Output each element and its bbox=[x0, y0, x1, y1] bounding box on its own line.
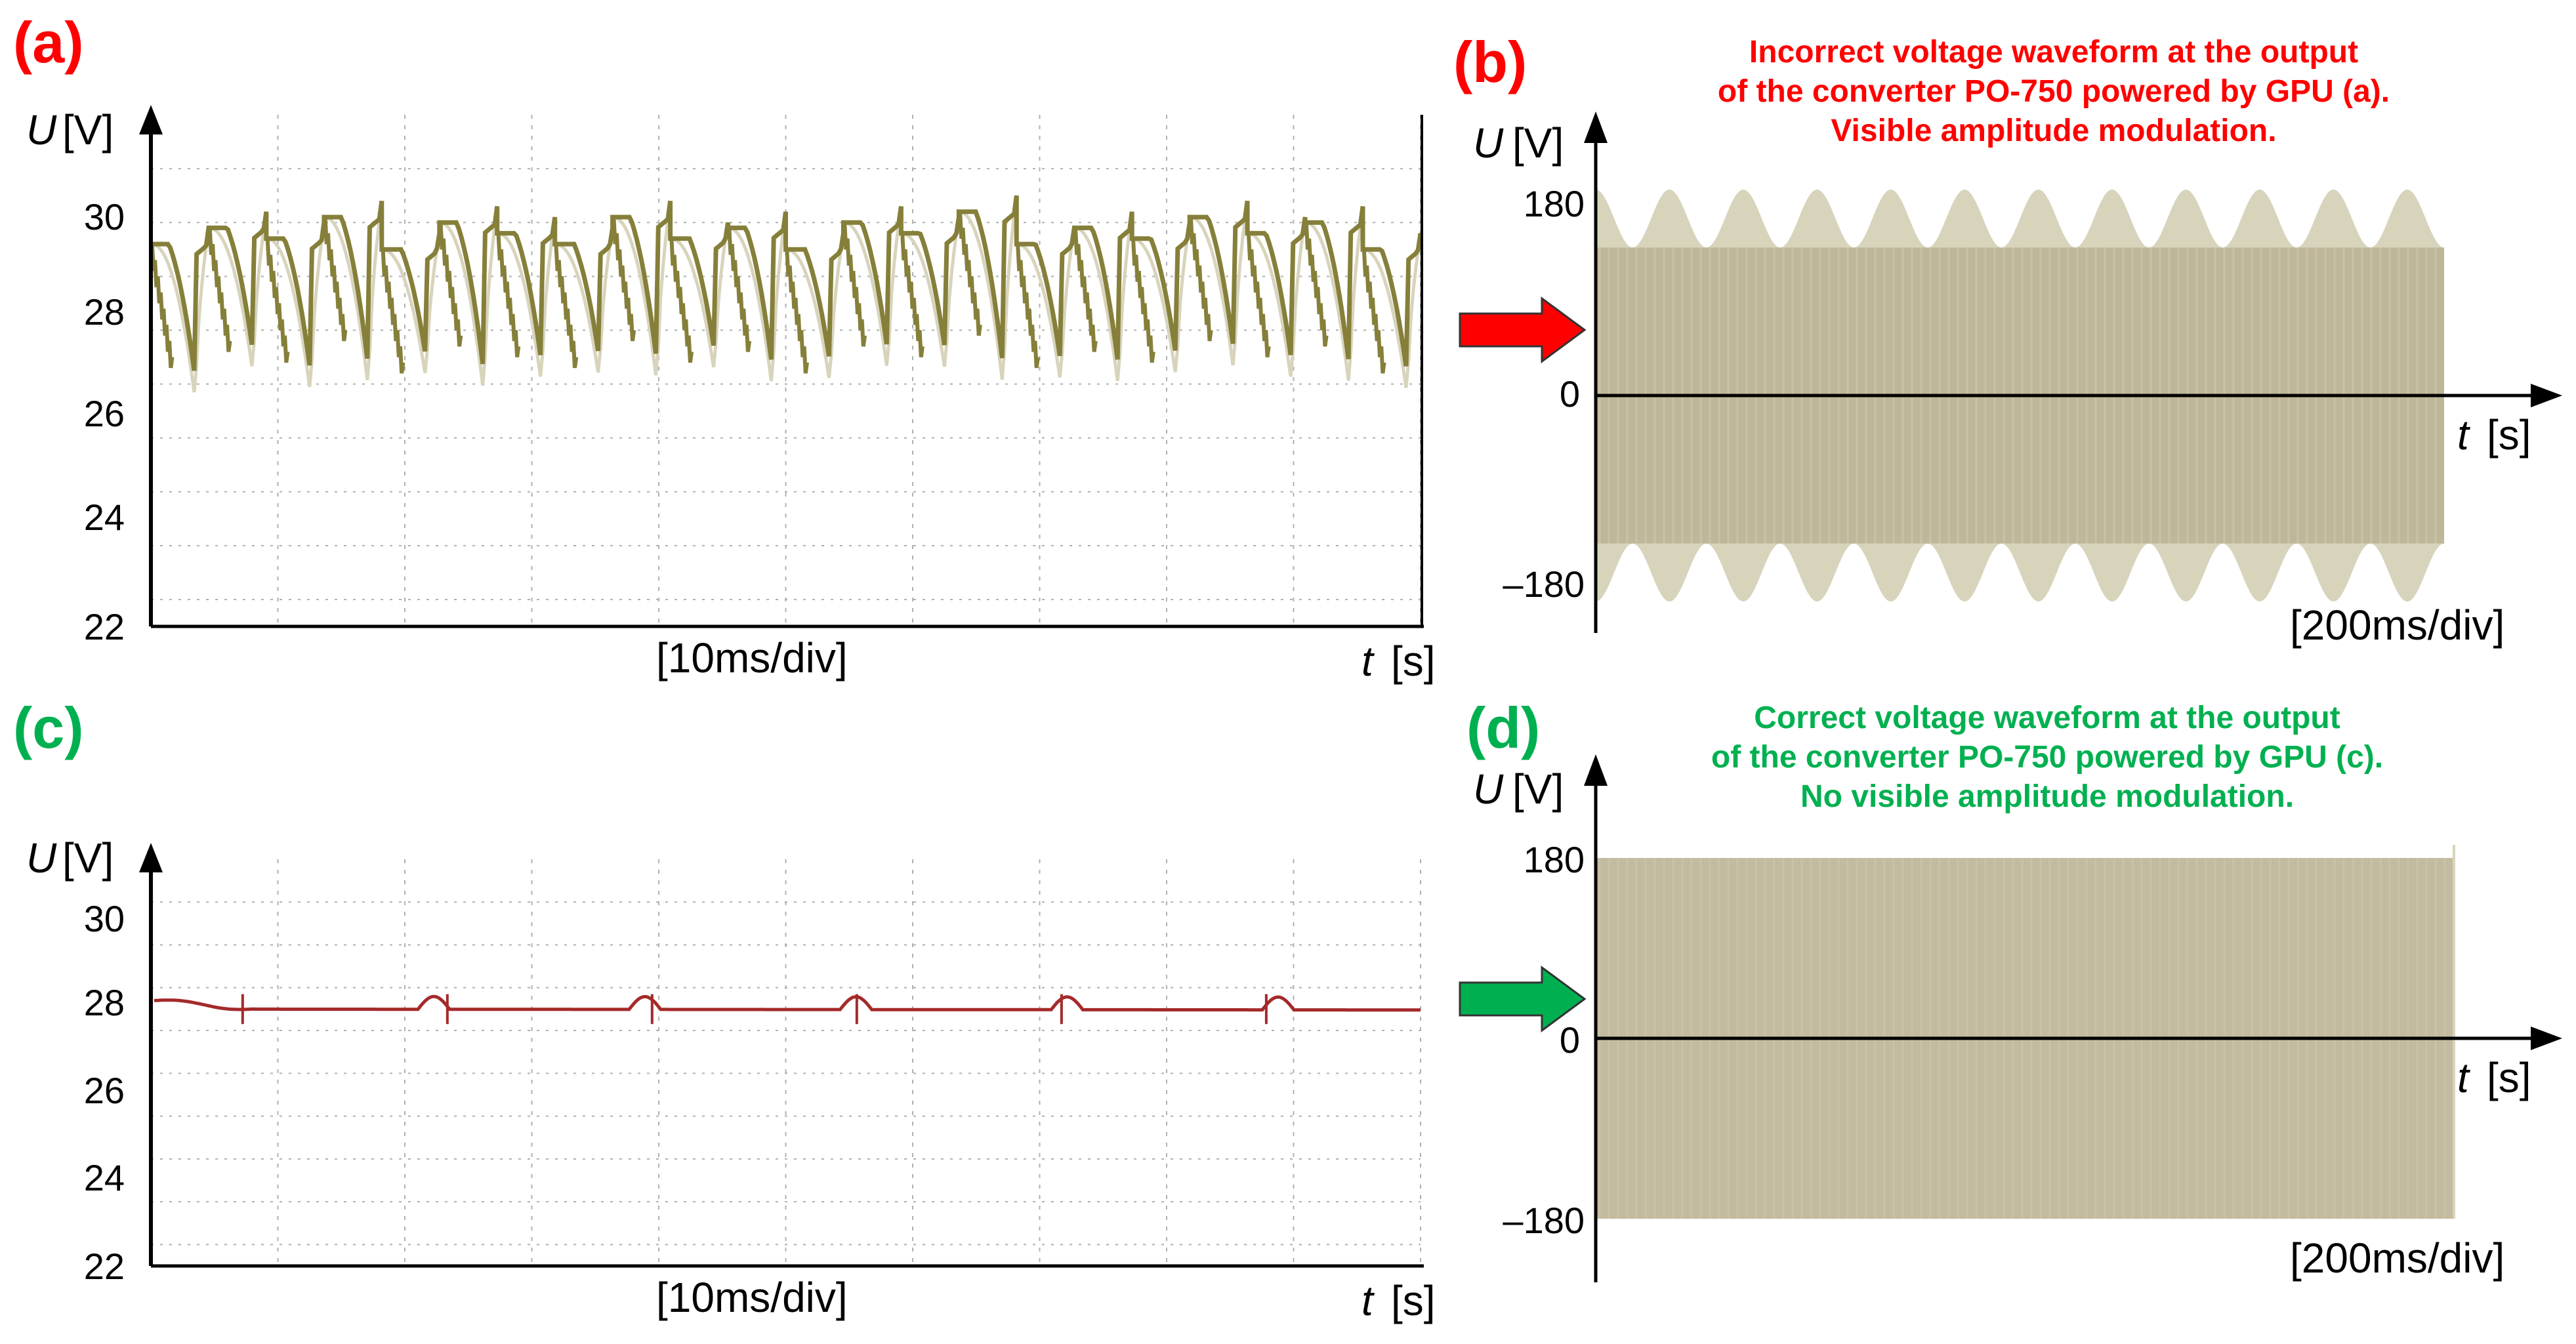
gridlines-a bbox=[151, 115, 1421, 626]
y-tick-c-24: 24 bbox=[84, 1157, 125, 1198]
waveform-a-noise bbox=[1304, 222, 1329, 347]
y-axis-arrow-a bbox=[139, 105, 163, 134]
waveform-a-noise bbox=[381, 249, 405, 374]
y-tick-b-180: 180 bbox=[1524, 183, 1585, 224]
indicator-arrow-red bbox=[1459, 296, 1587, 363]
y-tick-c-26: 26 bbox=[84, 1070, 125, 1111]
timebase-c: [10ms/div] bbox=[656, 1274, 848, 1321]
gridlines-c bbox=[151, 859, 1421, 1266]
x-axis-unit-a: [s] bbox=[1391, 638, 1436, 685]
x-axis-unit-d: [s] bbox=[2487, 1054, 2531, 1101]
caption-b-line2: of the converter PO-750 powered by GPU (… bbox=[1718, 74, 2390, 109]
y-tick-c-28: 28 bbox=[84, 982, 125, 1023]
y-tick-c-22: 22 bbox=[84, 1246, 125, 1287]
waveform-a-noise bbox=[900, 233, 924, 357]
waveform-a-noise bbox=[842, 222, 867, 347]
waveform-a-noise bbox=[438, 222, 463, 347]
panel-label-d: (d) bbox=[1466, 695, 1540, 760]
timebase-a: [10ms/div] bbox=[656, 634, 848, 682]
y-axis-symbol-d: U bbox=[1473, 765, 1504, 813]
y-tick-a-22: 22 bbox=[84, 606, 125, 647]
caption-d-line3: No visible amplitude modulation. bbox=[1800, 779, 2294, 814]
waveform-a bbox=[150, 195, 1423, 393]
y-axis-arrow-d bbox=[1584, 754, 1608, 786]
y-axis-unit-a: [V] bbox=[62, 106, 114, 153]
caption-d-line1: Correct voltage waveform at the output bbox=[1754, 701, 2340, 735]
waveform-a-noise bbox=[785, 249, 809, 374]
waveform-a-trace bbox=[151, 195, 1423, 371]
panel-label-b: (b) bbox=[1453, 30, 1527, 94]
y-tick-a-30: 30 bbox=[84, 196, 125, 237]
x-axis-arrow-d bbox=[2531, 1027, 2562, 1050]
x-axis-symbol-a: t bbox=[1361, 638, 1375, 685]
waveform-a-noise bbox=[150, 243, 175, 369]
waveform-c-trace bbox=[154, 994, 1421, 1012]
timebase-d: [200ms/div] bbox=[2290, 1234, 2504, 1282]
waveform-a-noise bbox=[323, 216, 348, 342]
waveform-a-noise bbox=[1131, 238, 1155, 363]
waveform-a-noise bbox=[1188, 216, 1213, 342]
y-tick-d-neg180: –180 bbox=[1503, 1200, 1585, 1241]
y-tick-b-0: 0 bbox=[1560, 373, 1580, 415]
y-axis-unit-c: [V] bbox=[62, 834, 114, 882]
waveform-a-noise bbox=[265, 238, 290, 363]
y-axis-unit-d: [V] bbox=[1512, 765, 1564, 813]
x-axis-unit-c: [s] bbox=[1391, 1277, 1436, 1324]
y-tick-d-0: 0 bbox=[1560, 1019, 1580, 1061]
waveform-d bbox=[1596, 845, 2455, 1219]
panel-label-a: (a) bbox=[13, 10, 84, 75]
waveform-a-noise bbox=[554, 243, 579, 369]
caption-b-line3: Visible amplitude modulation. bbox=[1831, 113, 2276, 148]
waveform-a-noise bbox=[1016, 243, 1040, 369]
y-tick-c-30: 30 bbox=[84, 898, 125, 939]
waveform-c bbox=[154, 994, 1421, 1025]
panel-b: (b) Incorrect voltage waveform at the ou… bbox=[1453, 30, 2562, 649]
x-axis-arrow-b bbox=[2531, 384, 2562, 407]
y-axis-arrow-b bbox=[1584, 112, 1608, 143]
x-axis-symbol-c: t bbox=[1361, 1277, 1375, 1324]
y-axis-unit-b: [V] bbox=[1512, 119, 1564, 167]
timebase-b: [200ms/div] bbox=[2290, 601, 2504, 649]
waveform-a-noise bbox=[612, 216, 636, 342]
y-axis-symbol-b: U bbox=[1473, 119, 1504, 167]
y-axis-symbol-a: U bbox=[26, 106, 57, 153]
waveform-a-noise bbox=[1073, 228, 1098, 352]
caption-b-line1: Incorrect voltage waveform at the output bbox=[1749, 35, 2358, 70]
y-tick-d-180: 180 bbox=[1524, 839, 1585, 880]
waveform-a-noise bbox=[207, 228, 232, 352]
panel-a: (a) U [V] 30 28 26 24 22 [10ms/div] t [s… bbox=[13, 10, 1436, 685]
waveform-a-noise bbox=[1246, 233, 1271, 357]
panel-c: (c) U [V] 30 28 26 24 22 [10ms/div] t [s… bbox=[13, 695, 1436, 1324]
y-axis-arrow-c bbox=[139, 843, 163, 872]
y-tick-a-26: 26 bbox=[84, 393, 125, 434]
x-axis-symbol-b: t bbox=[2457, 411, 2470, 458]
panel-label-c: (c) bbox=[13, 695, 84, 760]
y-tick-b-neg180: –180 bbox=[1503, 563, 1585, 605]
caption-d-line2: of the converter PO-750 powered by GPU (… bbox=[1711, 740, 2383, 775]
x-axis-symbol-d: t bbox=[2457, 1054, 2470, 1101]
waveform-a-noise bbox=[496, 233, 521, 357]
indicator-arrow-green bbox=[1459, 966, 1587, 1032]
panel-d: (d) Correct voltage waveform at the outp… bbox=[1459, 695, 2562, 1282]
y-axis-symbol-c: U bbox=[26, 834, 57, 882]
waveform-a-noise bbox=[669, 238, 694, 363]
waveform-a-noise bbox=[727, 228, 752, 352]
waveform-a-noise bbox=[1361, 249, 1386, 374]
waveform-a-noise bbox=[958, 211, 982, 336]
y-tick-a-28: 28 bbox=[84, 291, 125, 333]
y-tick-a-24: 24 bbox=[84, 497, 125, 538]
x-axis-unit-b: [s] bbox=[2487, 411, 2531, 458]
